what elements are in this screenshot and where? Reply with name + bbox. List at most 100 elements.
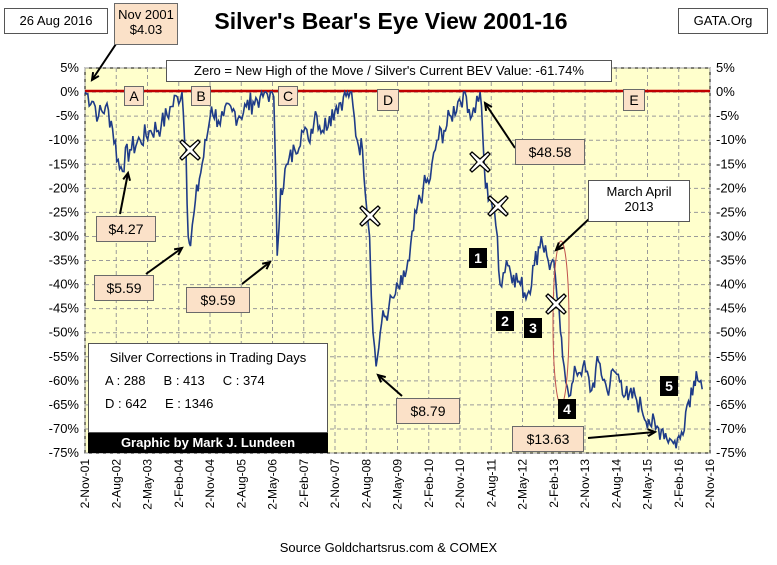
- letter-a: A: [124, 86, 144, 106]
- x-tick-label: 2-Nov-10: [453, 459, 467, 509]
- y-tick-label-left: -30%: [49, 228, 80, 243]
- letter-c: C: [278, 86, 298, 106]
- number-4: 4: [558, 399, 576, 419]
- y-tick-label-right: -30%: [716, 228, 747, 243]
- y-tick-label-left: -65%: [49, 397, 80, 412]
- y-axis-right: 5% 0% -5% -10% -15% -20% -25% -30% -35% -40% -45% -…: [716, 60, 747, 460]
- x-tick-label: 2-Aug-14: [609, 459, 623, 509]
- x-tick-label: 2-Feb-16: [672, 459, 686, 508]
- x-tick-label: 2-Aug-05: [234, 459, 248, 509]
- price-label-5-59: $5.59: [94, 275, 154, 301]
- arrow-icon: [90, 43, 117, 82]
- x-tick-label: 2-Feb-13: [547, 459, 561, 508]
- arrow-icon: [241, 260, 272, 285]
- zero-note-box: Zero = New High of the Move / Silver's C…: [166, 60, 612, 82]
- chart-title: Silver's Bear's Eye View 2001-16: [214, 8, 568, 34]
- y-tick-label-right: -70%: [716, 421, 747, 436]
- march-april-line2: 2013: [624, 199, 654, 214]
- x-tick-label: 2-Nov-13: [578, 459, 592, 509]
- y-tick-label-right: -50%: [716, 325, 747, 340]
- arrow-icon: [376, 373, 403, 397]
- site-box: GATA.Org: [678, 8, 768, 34]
- y-tick-label-left: -40%: [49, 277, 80, 292]
- y-tick-label-right: -25%: [716, 204, 747, 219]
- number-5: 5: [660, 376, 678, 396]
- source-note: Source Goldchartsrus.com & COMEX: [279, 540, 498, 555]
- date-box: 26 Aug 2016: [4, 8, 108, 34]
- y-tick-label-right: -35%: [716, 253, 747, 268]
- letter-e: E: [623, 89, 645, 111]
- y-tick-label-left: -70%: [49, 421, 80, 436]
- y-tick-label-right: -75%: [716, 445, 747, 460]
- y-tick-label-right: -20%: [716, 180, 747, 195]
- start-price-label: $4.03: [129, 22, 163, 37]
- x-tick-label: 2-Feb-07: [297, 459, 311, 508]
- corrections-title: Silver Corrections in Trading Days: [109, 350, 307, 365]
- cross-marker-icon: [179, 139, 201, 161]
- price-label-48-58: $48.58: [515, 139, 585, 165]
- march-april-box: March April 2013: [588, 180, 690, 222]
- bev-series-line: [84, 89, 703, 449]
- arrow-icon: [145, 246, 184, 275]
- y-tick-label-left: -50%: [49, 325, 80, 340]
- price-label-4-27: $4.27: [96, 216, 156, 242]
- y-tick-label-right: -10%: [716, 132, 747, 147]
- x-tick-label: 2-May-12: [516, 459, 530, 510]
- y-tick-label-right: -55%: [716, 349, 747, 364]
- y-tick-label-left: -45%: [49, 301, 80, 316]
- y-tick-label-right: -15%: [716, 156, 747, 171]
- y-tick-label-right: 5%: [716, 60, 735, 75]
- letter-d: D: [377, 89, 399, 111]
- y-axis-left: 5% 0% -5% -10% -15% -20% -25% -30% -35% -40% -45% -…: [49, 60, 80, 460]
- y-tick-label-left: -15%: [49, 156, 80, 171]
- x-tick-label: 2-Aug-02: [109, 459, 123, 509]
- price-label-9-59: $9.59: [186, 287, 250, 313]
- y-tick-label-left: -20%: [49, 180, 80, 195]
- x-tick-label: 2-Feb-10: [422, 459, 436, 508]
- corrections-box: Silver Corrections in Trading Days A : 2…: [88, 343, 328, 433]
- y-tick-label-left: -75%: [49, 445, 80, 460]
- cross-marker-icon: [359, 205, 381, 227]
- x-tick-label: 2-Aug-08: [359, 459, 373, 509]
- y-tick-label-right: -45%: [716, 301, 747, 316]
- x-tick-label: 2-May-03: [141, 459, 155, 510]
- x-tick-label: 2-May-09: [391, 459, 405, 510]
- y-tick-label-left: -5%: [56, 108, 80, 123]
- x-tick-label: 2-Aug-11: [484, 459, 498, 508]
- x-markers: [179, 139, 567, 315]
- x-axis: 2-Nov-01 2-Aug-02 2-May-03 2-Feb-04 2-Nov-04…: [78, 459, 717, 510]
- number-3: 3: [524, 318, 542, 338]
- march-april-line1: March April: [606, 184, 672, 199]
- x-tick-label: 2-Nov-01: [78, 459, 92, 509]
- y-tick-label-right: 0%: [716, 84, 735, 99]
- cross-marker-icon: [469, 151, 491, 173]
- x-tick-label: 2-May-15: [641, 459, 655, 510]
- x-tick-label: 2-Nov-16: [703, 459, 717, 509]
- y-tick-label-right: -60%: [716, 373, 747, 388]
- price-label-8-79: $8.79: [396, 398, 460, 424]
- price-label-13-63: $13.63: [512, 426, 584, 452]
- arrow-icon: [119, 170, 132, 215]
- arrow-icon: [483, 101, 516, 149]
- corrections-row1: A : 288 B : 413 C : 374: [105, 373, 265, 388]
- x-tick-label: 2-Nov-04: [203, 459, 217, 509]
- y-tick-label-left: -60%: [49, 373, 80, 388]
- letter-b: B: [191, 86, 211, 106]
- y-tick-label-left: 0%: [60, 84, 79, 99]
- y-tick-label-left: -25%: [49, 204, 80, 219]
- arrow-icon: [554, 217, 591, 252]
- x-tick-label: 2-May-06: [266, 459, 280, 510]
- start-date-label: Nov 2001: [118, 7, 174, 22]
- number-2: 2: [496, 311, 514, 331]
- y-tick-label-left: -55%: [49, 349, 80, 364]
- arrows: [90, 43, 658, 439]
- number-1: 1: [469, 248, 487, 268]
- arrow-icon: [587, 428, 658, 439]
- y-tick-label-left: -35%: [49, 253, 80, 268]
- start-price-box: Nov 2001 $4.03: [114, 3, 178, 45]
- cross-marker-icon: [545, 293, 567, 315]
- corrections-row2: D : 642 E : 1346: [105, 396, 214, 411]
- x-tick-label: 2-Nov-07: [328, 459, 342, 509]
- x-tick-label: 2-Feb-04: [172, 459, 186, 508]
- y-tick-label-right: -40%: [716, 277, 747, 292]
